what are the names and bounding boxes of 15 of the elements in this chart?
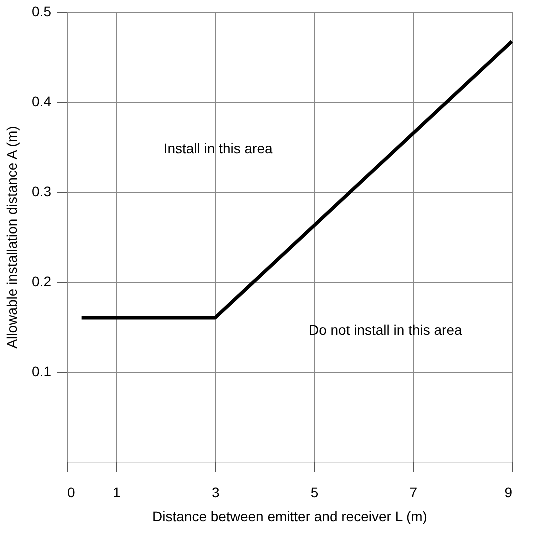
y-axis-title: Allowable installation distance A (m) xyxy=(4,126,20,349)
x-tick-label: 5 xyxy=(310,484,319,500)
x-tick-label: 1 xyxy=(113,484,122,500)
annotation: Install in this area xyxy=(164,140,273,156)
x-tick-label: 0 xyxy=(68,484,76,500)
y-tick-label: 0.3 xyxy=(32,184,52,200)
x-axis-title: Distance between emitter and receiver L (m) xyxy=(152,508,428,524)
x-tick-label: 3 xyxy=(212,484,220,500)
x-tick-label: 9 xyxy=(504,484,513,500)
x-tick-label: 7 xyxy=(410,484,418,500)
y-tick-label: 0.2 xyxy=(32,274,52,290)
annotation: Do not install in this area xyxy=(308,322,462,338)
y-tick-label: 0.5 xyxy=(32,4,52,20)
y-tick-label: 0.4 xyxy=(32,94,52,110)
y-tick-label: 0.1 xyxy=(32,364,52,380)
